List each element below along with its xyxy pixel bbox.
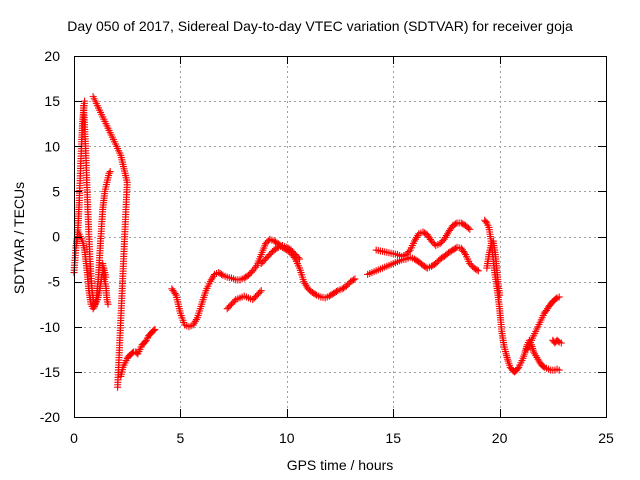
x-tick-label: 10 bbox=[279, 430, 295, 446]
data-point-seg-k bbox=[514, 365, 522, 373]
x-axis-label: GPS time / hours bbox=[286, 457, 394, 473]
data-point-seg-n bbox=[557, 339, 565, 347]
data-point-seg-h bbox=[294, 254, 302, 262]
y-tick-label: -10 bbox=[40, 319, 60, 335]
data-point-seg-g bbox=[230, 297, 238, 305]
data-point-seg-e bbox=[150, 326, 158, 334]
data-point-seg-j bbox=[466, 225, 474, 233]
data-points bbox=[70, 93, 565, 391]
grid-lines bbox=[74, 56, 606, 417]
data-point-seg-i bbox=[474, 267, 482, 275]
y-tick-label: 20 bbox=[44, 48, 60, 64]
y-tick-label: 15 bbox=[44, 93, 60, 109]
data-point-seg-h bbox=[296, 255, 304, 263]
data-point-seg-j bbox=[452, 220, 460, 228]
data-point-seg-e bbox=[151, 325, 159, 333]
data-point-seg-e bbox=[141, 338, 149, 346]
y-tick-label: 0 bbox=[52, 229, 60, 245]
chart-title: Day 050 of 2017, Sidereal Day-to-day VTE… bbox=[67, 18, 573, 34]
data-point-seg-i bbox=[460, 249, 468, 257]
x-tick-label: 0 bbox=[70, 430, 78, 446]
data-point-seg-j bbox=[464, 224, 472, 232]
data-point-seg-l bbox=[496, 291, 504, 299]
x-tick-label: 15 bbox=[385, 430, 401, 446]
data-point-seg-f bbox=[351, 275, 359, 283]
data-point-seg-j bbox=[405, 248, 413, 256]
x-tick-label: 5 bbox=[177, 430, 185, 446]
data-point-seg-f bbox=[171, 290, 179, 298]
axis-ticks: 0 5 10 15 20 25 -20 -15 -10 -5 0 5 10 15 20 bbox=[40, 48, 614, 446]
data-point-seg-f bbox=[349, 276, 357, 284]
data-point-isolated bbox=[114, 383, 122, 391]
data-point-seg-f bbox=[332, 288, 340, 296]
data-point-seg-f bbox=[218, 270, 226, 278]
y-tick-label: -5 bbox=[48, 274, 61, 290]
data-point-seg-k bbox=[555, 366, 563, 374]
data-point-seg-f bbox=[311, 290, 319, 298]
y-tick-label: -20 bbox=[40, 409, 60, 425]
y-tick-label: 5 bbox=[52, 183, 60, 199]
data-point-seg-g bbox=[257, 287, 265, 295]
data-point-seg-c bbox=[106, 168, 114, 176]
data-point-seg-i bbox=[473, 266, 481, 274]
y-tick-label: 10 bbox=[44, 138, 60, 154]
data-point-seg-g bbox=[256, 288, 264, 296]
data-point-seg-h bbox=[273, 244, 281, 252]
y-axis-label: SDTVAR / TECUs bbox=[11, 181, 27, 295]
data-point-seg-k bbox=[482, 218, 490, 226]
x-tick-label: 25 bbox=[598, 430, 614, 446]
data-point-seg-b bbox=[81, 97, 89, 105]
y-tick-label: -15 bbox=[40, 364, 60, 380]
x-tick-label: 20 bbox=[492, 430, 508, 446]
data-point-seg-d bbox=[104, 300, 112, 308]
data-point-seg-m bbox=[555, 293, 563, 301]
